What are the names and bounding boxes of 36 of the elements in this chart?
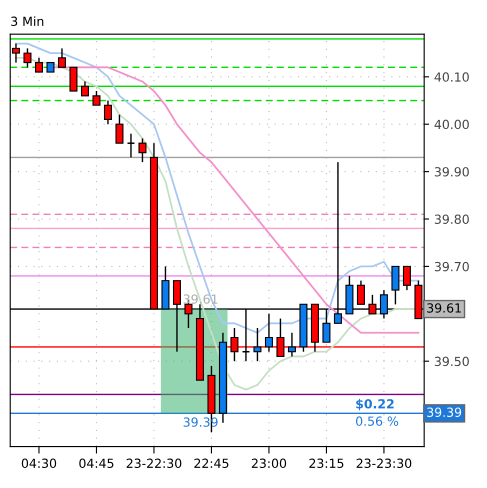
candlestick [104, 100, 112, 125]
annotation: $0.22 [356, 398, 394, 410]
candlestick [402, 266, 411, 291]
line-series [15, 42, 420, 334]
ref-line-label: 39.61 [427, 303, 461, 313]
y-tick-label: 40.00 [434, 120, 469, 130]
candlestick [23, 48, 32, 68]
candlestick [391, 266, 400, 306]
x-tick-label: 23:00 [252, 458, 286, 468]
candlestick [288, 332, 296, 358]
y-tick-label: 40.10 [434, 72, 469, 82]
x-tick-label: 23-23:30 [356, 458, 412, 468]
candlestick [253, 327, 262, 362]
candlestick [126, 133, 136, 158]
candlestick [58, 48, 66, 68]
y-tick-label: 39.90 [434, 167, 469, 177]
candlestick [80, 80, 89, 96]
annotation: 0.56 % [356, 416, 398, 426]
candlestick [138, 138, 146, 163]
y-tick-label: 39.50 [434, 356, 469, 366]
candlestick [46, 62, 54, 73]
x-tick-label: 23:15 [309, 458, 344, 468]
ref-line-label: 39.39 [427, 408, 462, 417]
x-tick-label: 23-22:30 [126, 458, 182, 468]
y-tick-label: 39.80 [434, 214, 469, 224]
candlestick [115, 114, 124, 144]
candlestick [92, 90, 100, 106]
x-tick-label: 04:45 [79, 458, 114, 468]
candlestick [356, 280, 365, 306]
x-tick-label: 04:30 [22, 458, 56, 468]
candlestick [264, 313, 273, 352]
chart-title: 3 Min [11, 16, 44, 26]
candlestick [34, 57, 43, 73]
candlestick [69, 66, 78, 92]
x-tick-label: 22:45 [194, 458, 228, 468]
y-tick-label: 39.70 [434, 262, 469, 272]
